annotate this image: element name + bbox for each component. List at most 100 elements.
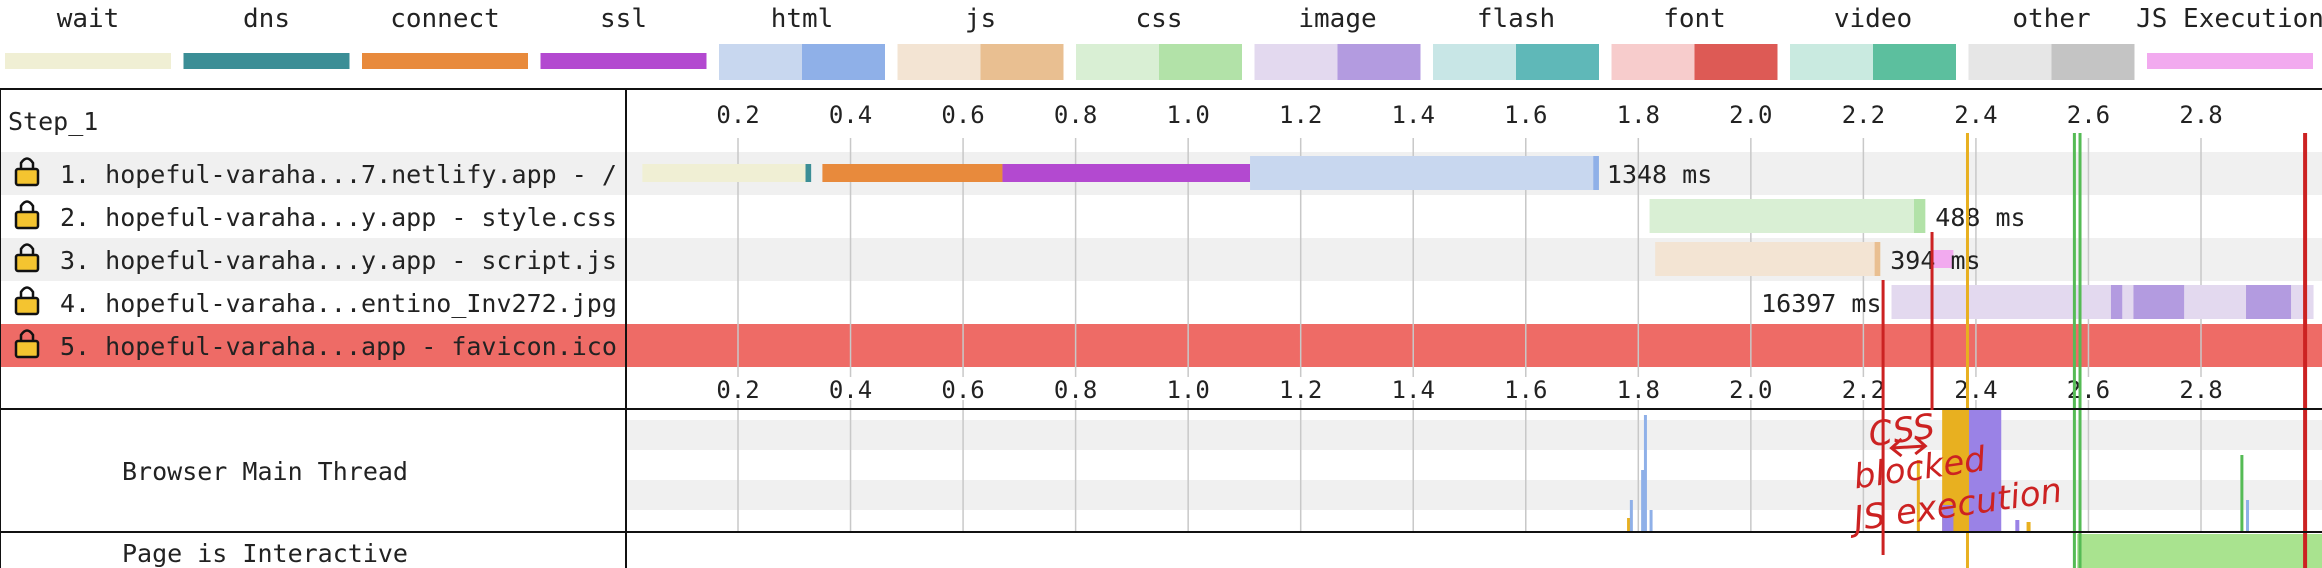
legend-swatch-dark <box>1873 44 1956 80</box>
thread-layout-block <box>1967 410 2002 532</box>
legend-swatch <box>2147 53 2313 69</box>
tick-label-bottom: 0.8 <box>1054 376 1097 404</box>
tick-label-top: 0.8 <box>1054 101 1097 129</box>
tick-label-top: 2.8 <box>2179 101 2222 129</box>
lock-shackle <box>19 286 35 298</box>
bar-dns <box>805 164 812 182</box>
annotation-arrow <box>1891 444 1926 450</box>
lock-shackle <box>19 329 35 341</box>
tick-label-bottom: 2.8 <box>2179 376 2222 404</box>
legend-label: video <box>1834 4 1912 34</box>
lock-icon <box>14 329 40 359</box>
legend-swatch-light <box>719 44 802 80</box>
tick-label-bottom: 0.4 <box>829 376 872 404</box>
interactive-label: Page is Interactive <box>122 539 408 568</box>
tick-label-bottom: 0.2 <box>716 376 759 404</box>
legend-swatch <box>540 53 707 69</box>
bar-image-download <box>2110 285 2123 319</box>
tick-label-bottom: 1.6 <box>1504 376 1547 404</box>
tick-label-top: 1.6 <box>1504 101 1547 129</box>
tick-label-top: 2.0 <box>1729 101 1772 129</box>
tick-label-top: 1.8 <box>1617 101 1660 129</box>
request-labels: Step_1 1. hopeful-varaha...7.netlify.app … <box>8 107 617 568</box>
legend-label: wait <box>57 4 120 34</box>
legend-label: ssl <box>600 4 647 34</box>
tick-label-bottom: 1.0 <box>1166 376 1209 404</box>
thread-spike <box>1641 470 1645 532</box>
bar-image <box>1891 285 2314 319</box>
legend-swatch-light <box>1433 44 1516 80</box>
tick-label-top: 0.2 <box>716 101 759 129</box>
interactive-bar <box>2077 534 2322 568</box>
legend-swatch-light <box>1611 44 1695 80</box>
main-thread-label: Browser Main Thread <box>122 457 408 486</box>
tick-label-bottom: 0.6 <box>941 376 984 404</box>
lock-shackle <box>19 200 35 212</box>
chart-frame <box>0 88 2322 568</box>
request-row-bg <box>0 324 2322 367</box>
legend: wait dns connect ssl html js css image flash font… <box>5 4 2322 80</box>
request-label: 1. hopeful-varaha...7.netlify.app - / <box>60 160 617 189</box>
bar-ssl <box>1002 164 1251 182</box>
legend-swatch-light <box>897 44 981 80</box>
legend-swatch-dark <box>1694 44 1778 80</box>
tick-label-top: 2.2 <box>1842 101 1885 129</box>
tick-label-top: 0.4 <box>829 101 872 129</box>
legend-swatch-light <box>1968 44 2052 80</box>
tick-label-top: 0.6 <box>941 101 984 129</box>
thread-spike <box>2240 455 2244 532</box>
legend-label: js <box>965 4 996 34</box>
tick-label-bottom: 1.8 <box>1617 376 1660 404</box>
bar-image-download <box>2133 285 2185 319</box>
bar-js <box>1655 242 1881 276</box>
lock-icon <box>14 243 40 273</box>
tick-label-bottom: 2.0 <box>1729 376 1772 404</box>
tick-label-top: 2.4 <box>1954 101 1997 129</box>
bar-wait <box>642 164 806 182</box>
legend-label: JS Execution <box>2136 4 2322 34</box>
bar-js-download <box>1874 242 1881 276</box>
bar-html <box>1250 156 1599 190</box>
thread-spike <box>2026 522 2031 532</box>
annotation-arrowhead-left <box>1889 437 1903 458</box>
tick-label-bottom: 1.4 <box>1392 376 1435 404</box>
legend-label: image <box>1298 4 1376 34</box>
legend-swatch-dark <box>1516 44 1599 80</box>
annotation-arrowhead-right <box>1914 435 1928 456</box>
step-label: Step_1 <box>8 107 98 136</box>
legend-swatch-dark <box>980 44 1064 80</box>
lock-icon <box>14 200 40 230</box>
legend-label: css <box>1136 4 1183 34</box>
lock-shackle <box>19 157 35 169</box>
request-row-bg <box>0 195 2322 238</box>
request-bars: 1348 ms 488 ms 394 ms 16397 ms <box>642 156 2314 319</box>
tick-label-bottom: 1.2 <box>1279 376 1322 404</box>
legend-swatch-dark <box>2051 44 2135 80</box>
tick-label-bottom: 2.2 <box>1842 376 1885 404</box>
tick-label-bottom: 2.4 <box>1954 376 1997 404</box>
duration-label: 1348 ms <box>1607 160 1712 189</box>
legend-swatch-light <box>1076 44 1159 80</box>
axis-tick-labels: 0.2 0.2 0.4 0.4 0.6 0.6 0.8 0.8 1.0 1.0 1.2 1.2 1.4 1… <box>716 101 2222 404</box>
thread-spike <box>1627 518 1631 532</box>
legend-swatch <box>183 53 350 69</box>
main-thread-activity <box>1627 410 2322 568</box>
lock-shackle <box>19 243 35 255</box>
timing-markers <box>1965 133 2308 568</box>
legend-swatch <box>362 53 528 69</box>
tick-label-top: 1.0 <box>1166 101 1209 129</box>
lock-body <box>14 253 40 273</box>
bar-css <box>1649 199 1926 233</box>
duration-label: 394 ms <box>1890 246 1980 275</box>
thread-stripe <box>626 420 2322 450</box>
legend-swatch-dark <box>802 44 885 80</box>
bar-image-download <box>2246 285 2292 319</box>
request-label: 5. hopeful-varaha...app - favicon.ico <box>60 332 617 361</box>
lock-icon <box>14 286 40 316</box>
bar-connect <box>822 164 1003 182</box>
lock-body <box>14 339 40 359</box>
lock-body <box>14 167 40 187</box>
thread-spike <box>1629 500 1633 532</box>
legend-label: other <box>2012 4 2090 34</box>
